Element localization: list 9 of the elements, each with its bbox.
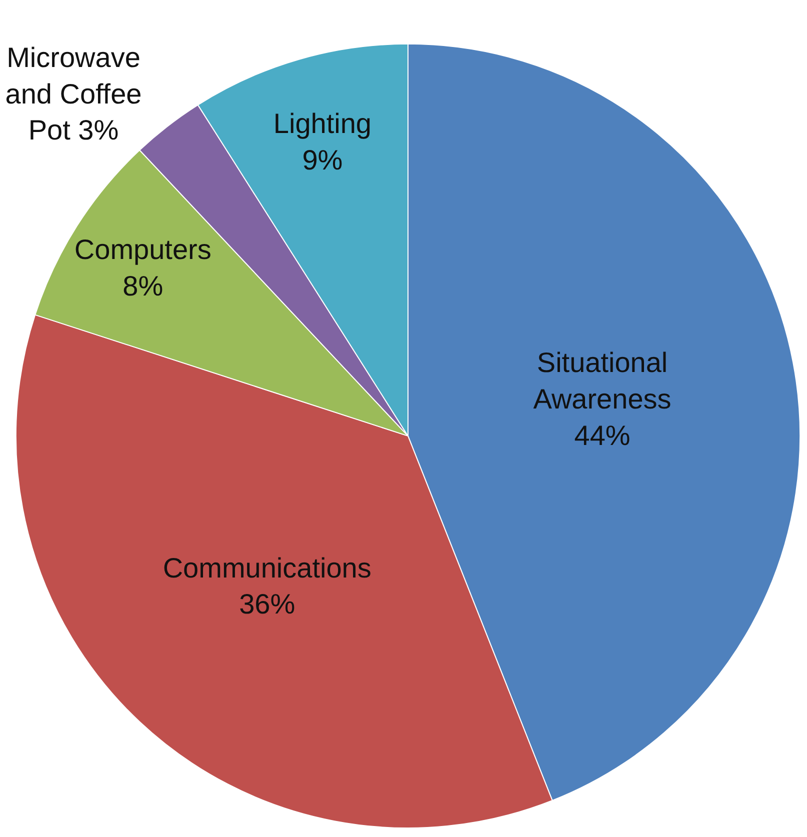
slice-label: Computers [74,234,212,266]
slice-label: Microwave and Coffee Pot 3% [5,42,142,146]
data-label: 9% [302,144,343,176]
data-label: 44% [574,420,630,451]
slice-label: Communications [162,552,372,584]
data-label: 36% [239,588,296,620]
slice-label: Situational Awareness [533,346,672,414]
data-label: 8% [122,270,164,302]
slice-label: Lighting [273,108,372,139]
